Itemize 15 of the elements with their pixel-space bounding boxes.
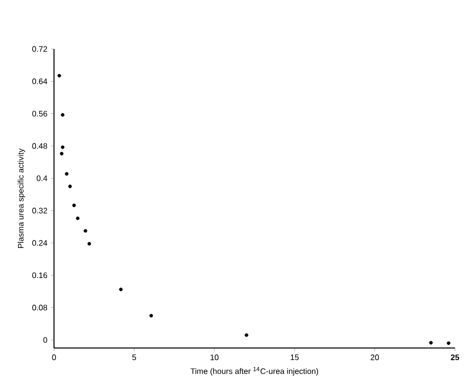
point — [429, 340, 433, 345]
point — [87, 242, 92, 246]
point — [119, 288, 123, 292]
point — [76, 216, 80, 220]
point — [72, 204, 76, 208]
point — [446, 341, 450, 345]
point — [149, 314, 153, 318]
point — [60, 152, 64, 156]
point — [244, 333, 248, 337]
point — [60, 145, 64, 149]
point — [84, 229, 88, 233]
point — [60, 113, 64, 117]
point — [68, 184, 72, 188]
point — [58, 74, 62, 78]
point — [64, 172, 68, 176]
